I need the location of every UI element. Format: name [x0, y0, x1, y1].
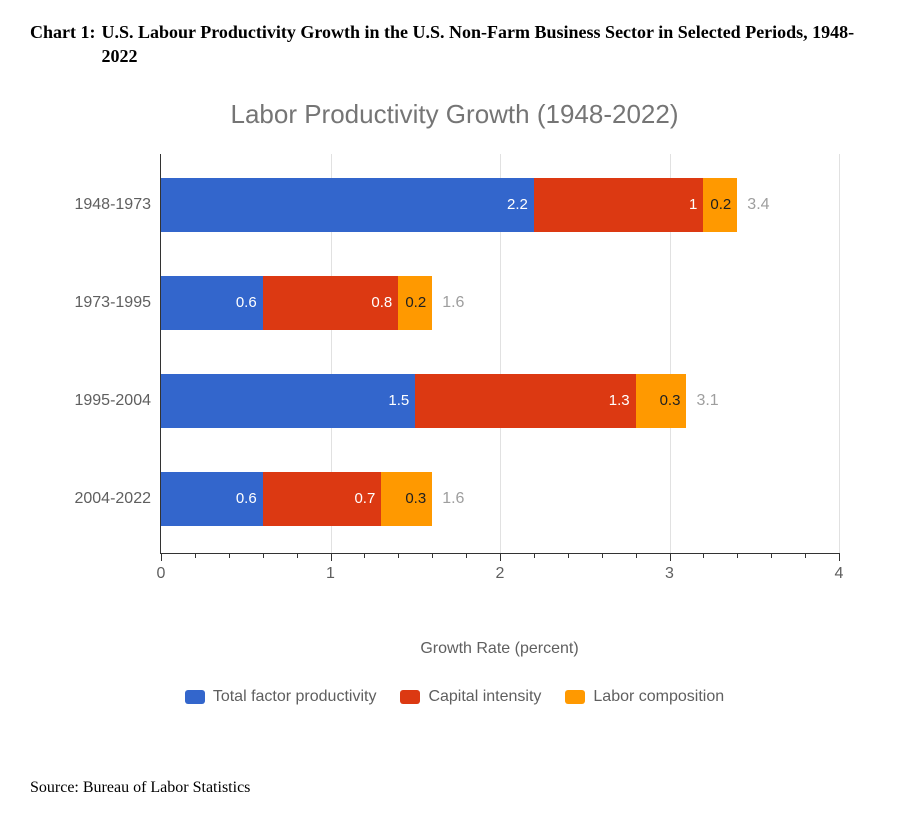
x-tick-minor — [297, 553, 298, 558]
x-tick-minor — [432, 553, 433, 558]
figure-caption: Chart 1: U.S. Labour Productivity Growth… — [30, 20, 879, 69]
x-tick — [500, 553, 501, 561]
bar-segment: 0.2 — [398, 276, 432, 330]
x-tick-minor — [771, 553, 772, 558]
bar-segment: 0.7 — [263, 472, 382, 526]
x-tick — [670, 553, 671, 561]
chart-area: 012341948-19732.210.23.41973-19950.60.80… — [160, 154, 839, 594]
bar-segment: 0.3 — [381, 472, 432, 526]
legend-swatch — [400, 690, 420, 704]
legend-label: Total factor productivity — [213, 688, 377, 706]
x-tick-label: 2 — [496, 565, 505, 583]
bar-row: 1973-19950.60.80.21.6 — [161, 276, 839, 330]
bar-segment: 0.6 — [161, 276, 263, 330]
legend-label: Capital intensity — [428, 688, 541, 706]
plot-region: 012341948-19732.210.23.41973-19950.60.80… — [160, 154, 839, 554]
legend-item: Total factor productivity — [185, 688, 377, 706]
x-tick — [839, 553, 840, 561]
x-tick-minor — [602, 553, 603, 558]
bar-row: 1995-20041.51.30.33.1 — [161, 374, 839, 428]
x-tick — [331, 553, 332, 561]
x-axis-title: Growth Rate (percent) — [160, 640, 839, 658]
row-total-label: 1.6 — [432, 490, 464, 508]
bar-segment: 0.2 — [703, 178, 737, 232]
x-tick-label: 3 — [665, 565, 674, 583]
row-total-label: 3.4 — [737, 196, 769, 214]
bar-segment: 2.2 — [161, 178, 534, 232]
x-tick-label: 4 — [835, 565, 844, 583]
y-category-label: 1948-1973 — [31, 196, 151, 214]
x-tick-minor — [636, 553, 637, 558]
source-prefix: Source: — [30, 779, 79, 796]
bar-stack: 0.60.80.2 — [161, 276, 839, 330]
chart-title: Labor Productivity Growth (1948-2022) — [30, 99, 879, 130]
bar-row: 2004-20220.60.70.31.6 — [161, 472, 839, 526]
row-total-label: 1.6 — [432, 294, 464, 312]
bar-segment: 1 — [534, 178, 704, 232]
bar-stack: 0.60.70.3 — [161, 472, 839, 526]
x-tick-minor — [364, 553, 365, 558]
source-text: Bureau of Labor Statistics — [83, 779, 251, 796]
legend-swatch — [565, 690, 585, 704]
grid-line — [839, 154, 840, 553]
x-tick-label: 1 — [326, 565, 335, 583]
bar-segment: 1.3 — [415, 374, 635, 428]
x-tick-label: 0 — [157, 565, 166, 583]
x-tick-minor — [703, 553, 704, 558]
legend-swatch — [185, 690, 205, 704]
source-note: Source: Bureau of Labor Statistics — [30, 779, 879, 797]
row-total-label: 3.1 — [686, 392, 718, 410]
x-tick-minor — [737, 553, 738, 558]
x-tick-minor — [229, 553, 230, 558]
legend: Total factor productivity Capital intensi… — [30, 688, 879, 709]
caption-body: U.S. Labour Productivity Growth in the U… — [96, 20, 880, 69]
legend-label: Labor composition — [593, 688, 724, 706]
x-tick — [161, 553, 162, 561]
x-tick-minor — [263, 553, 264, 558]
x-tick-minor — [195, 553, 196, 558]
legend-item: Capital intensity — [400, 688, 541, 706]
y-category-label: 1973-1995 — [31, 294, 151, 312]
x-tick-minor — [805, 553, 806, 558]
x-tick-minor — [398, 553, 399, 558]
x-tick-minor — [568, 553, 569, 558]
bar-segment: 1.5 — [161, 374, 415, 428]
x-tick-minor — [534, 553, 535, 558]
bar-segment: 0.8 — [263, 276, 399, 330]
y-category-label: 1995-2004 — [31, 392, 151, 410]
x-tick-minor — [466, 553, 467, 558]
bar-stack: 1.51.30.3 — [161, 374, 839, 428]
caption-head: Chart 1: — [30, 20, 96, 69]
bar-segment: 0.3 — [636, 374, 687, 428]
y-category-label: 2004-2022 — [31, 490, 151, 508]
bar-segment: 0.6 — [161, 472, 263, 526]
legend-item: Labor composition — [565, 688, 724, 706]
bar-row: 1948-19732.210.23.4 — [161, 178, 839, 232]
